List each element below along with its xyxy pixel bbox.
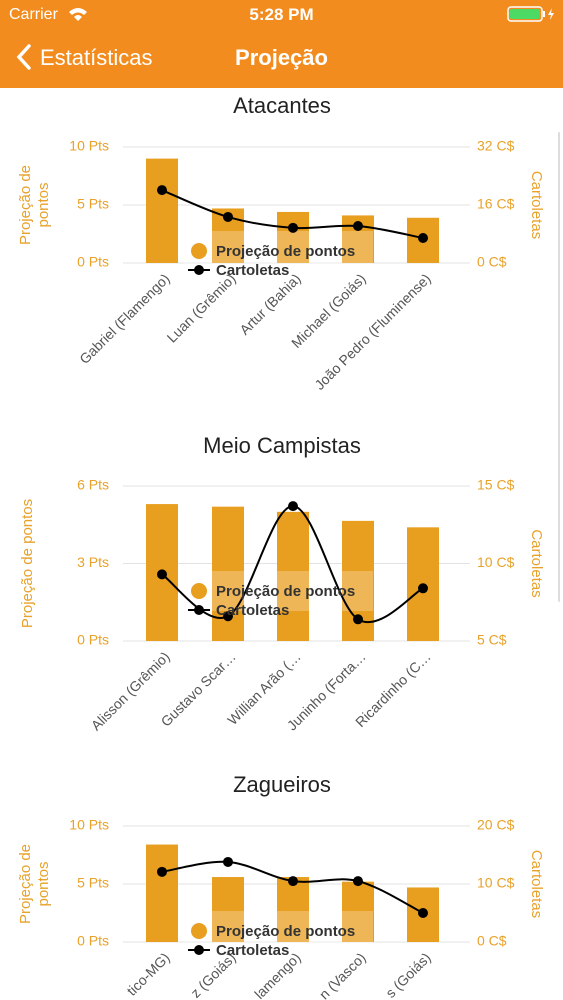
y-axis-title-line: Projeção de: [17, 844, 34, 924]
y2-tick-label: 0 C$: [477, 933, 507, 949]
y-axis-title: Projeção de pontos: [19, 499, 36, 628]
y-axis-title-line: pontos: [35, 861, 52, 906]
cartoletas-point: [353, 876, 363, 887]
y2-tick-label: 16 C$: [477, 196, 515, 212]
bar: [146, 158, 178, 263]
legend-swatch: [191, 583, 207, 599]
bar: [277, 511, 309, 641]
cartoletas-point: [418, 583, 428, 594]
cartoletas-point: [418, 908, 428, 918]
chart-title: Zagueiros: [233, 772, 331, 797]
y2-axis-title: Cartoletas: [528, 529, 545, 597]
legend-label: Cartoletas: [216, 262, 289, 279]
bar: [277, 211, 309, 263]
cartoletas-point: [288, 501, 298, 512]
scroll-indicator: [558, 132, 560, 602]
legend-backdrop: [183, 911, 373, 951]
legend-swatch: [191, 243, 207, 259]
cartoletas-point: [418, 232, 428, 243]
carrier: Carrier: [9, 6, 58, 23]
legend-label: Cartoletas: [216, 942, 289, 959]
y2-tick-label: 10 C$: [477, 554, 515, 570]
x-tick-label: n (Vasco): [316, 949, 369, 1000]
legend-dot: [194, 265, 204, 275]
bar: [277, 877, 309, 942]
back-chevron[interactable]: [16, 44, 32, 70]
chart-title: Meio Campistas: [203, 433, 361, 458]
x-tick-label: Luan (Grêmio): [164, 270, 239, 345]
bar: [342, 881, 374, 942]
cartoletas-point: [223, 211, 233, 222]
legend-label: Cartoletas: [216, 602, 289, 619]
y-axis-title-line: Projeção de: [17, 165, 34, 245]
legend-backdrop: [183, 571, 373, 611]
legend-label: Projeção de pontos: [216, 243, 355, 260]
back-button[interactable]: Estatísticas: [40, 45, 153, 70]
cartoletas-point: [353, 614, 363, 625]
y2-tick-label: 20 C$: [477, 817, 515, 833]
y-tick-label: 10 Pts: [69, 138, 109, 154]
y-tick-label: 5 Pts: [77, 875, 109, 891]
cartoletas-point: [157, 569, 167, 580]
y2-tick-label: 15 C$: [477, 477, 515, 493]
cartoletas-point: [288, 876, 298, 887]
chart-title: Atacantes: [233, 93, 331, 118]
x-tick-label: Gabriel (Flamengo): [76, 270, 173, 367]
cartoletas-point: [157, 185, 167, 196]
y-tick-label: 0 Pts: [77, 632, 109, 648]
y2-tick-label: 5 C$: [477, 632, 507, 648]
cartoletas-point: [157, 866, 167, 877]
x-tick-label: Artur (Bahia): [236, 270, 303, 337]
nav-title: Projeção: [0, 45, 563, 71]
y2-tick-label: 0 C$: [477, 254, 507, 270]
y2-tick-label: 10 C$: [477, 875, 515, 891]
legend-label: Projeção de pontos: [216, 923, 355, 940]
y2-axis-title: Cartoletas: [528, 171, 545, 239]
nav-bar: Carrier 5:28 PM Estatísticas Projeção: [0, 0, 563, 88]
x-tick-label: s (Goiás): [382, 949, 433, 1000]
legend-swatch: [191, 923, 207, 939]
x-tick-label: tico-MG): [123, 949, 172, 998]
y-tick-label: 5 Pts: [77, 196, 109, 212]
bar: [212, 877, 244, 942]
legend-dot: [194, 605, 204, 615]
y-tick-label: 10 Pts: [69, 817, 109, 833]
y-axis-title: Projeção depontos: [17, 165, 52, 245]
legend-dot: [194, 945, 204, 955]
y-axis-title: Projeção depontos: [17, 844, 52, 924]
bar: [146, 844, 178, 942]
y-tick-label: 6 Pts: [77, 477, 109, 493]
time: 5:28 PM: [249, 5, 314, 24]
cartoletas-point: [353, 221, 363, 232]
legend-label: Projeção de pontos: [216, 583, 355, 600]
cartoletas-point: [288, 222, 298, 233]
cartoletas-point: [223, 856, 233, 867]
y2-axis-title: Cartoletas: [528, 850, 545, 918]
cartoletas-point: [223, 611, 233, 622]
y-tick-label: 0 Pts: [77, 933, 109, 949]
y-tick-label: 3 Pts: [77, 554, 109, 570]
y-tick-label: 0 Pts: [77, 254, 109, 270]
x-tick-label: João Pedro (Fluminense): [311, 270, 433, 392]
wifi-icon: [69, 8, 87, 21]
legend-backdrop: [183, 231, 373, 271]
nav-title-text: Projeção: [235, 45, 328, 70]
y-axis-title-line: pontos: [35, 182, 52, 227]
y2-tick-label: 32 C$: [477, 138, 515, 154]
battery-icon: [507, 6, 554, 22]
